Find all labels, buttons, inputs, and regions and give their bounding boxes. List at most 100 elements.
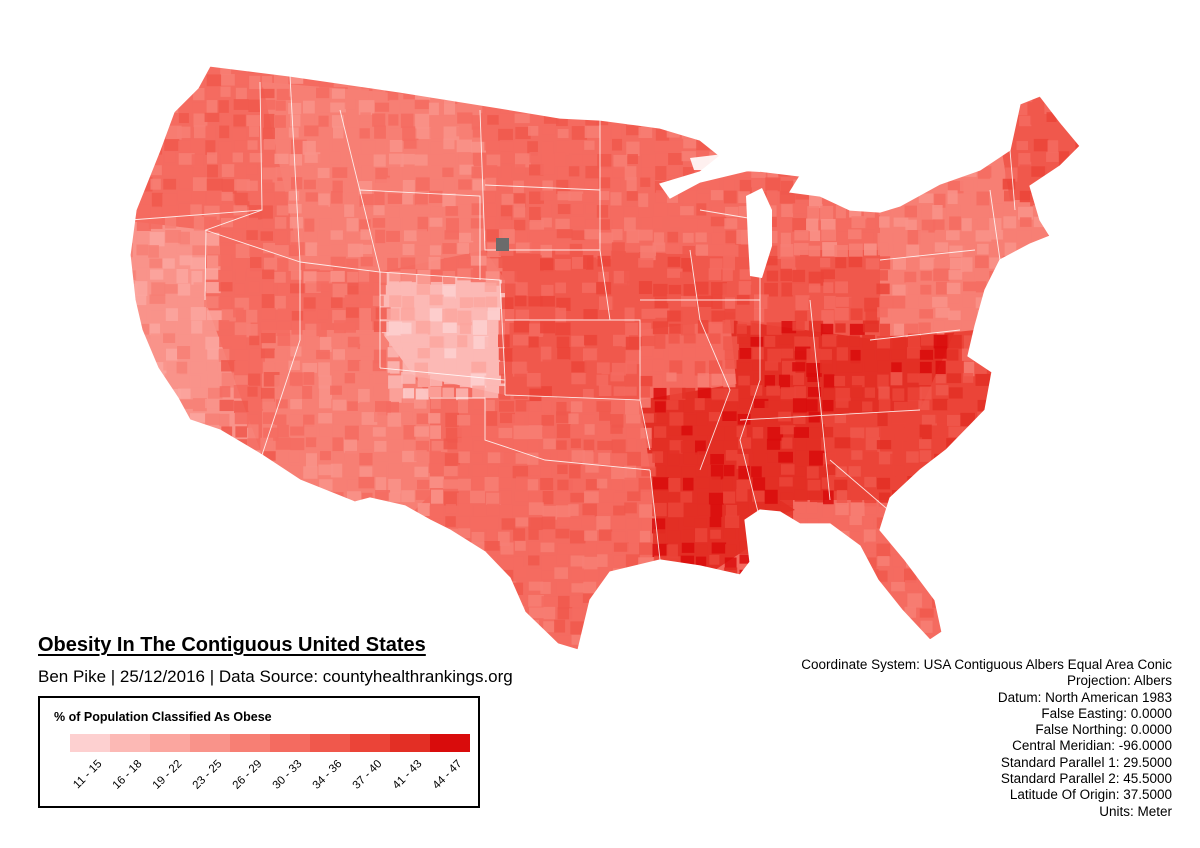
county-cell bbox=[865, 541, 879, 553]
county-cell bbox=[444, 453, 461, 466]
county-cell bbox=[932, 635, 945, 650]
county-cell bbox=[277, 333, 291, 346]
county-cell bbox=[977, 217, 990, 229]
county-cell bbox=[697, 492, 711, 504]
county-cell bbox=[697, 477, 712, 489]
county-cell bbox=[319, 127, 333, 140]
county-cell bbox=[359, 128, 370, 139]
county-cell bbox=[134, 164, 150, 178]
county-cell bbox=[948, 504, 963, 517]
county-cell bbox=[386, 243, 398, 254]
county-cell bbox=[457, 310, 473, 326]
county-cell bbox=[1088, 360, 1100, 371]
county-cell bbox=[612, 66, 626, 78]
county-cell bbox=[430, 179, 446, 191]
county-cell bbox=[722, 268, 733, 281]
county-cell bbox=[485, 347, 500, 362]
county-cell bbox=[779, 190, 796, 204]
county-cell bbox=[429, 505, 444, 519]
county-cell bbox=[136, 607, 152, 622]
county-cell bbox=[764, 282, 778, 297]
county-cell bbox=[1002, 503, 1018, 518]
county-cell bbox=[556, 179, 571, 194]
county-cell bbox=[302, 100, 315, 114]
county-cell bbox=[415, 113, 430, 129]
county-cell bbox=[540, 244, 553, 258]
county-cell bbox=[1072, 593, 1080, 606]
county-cell bbox=[599, 661, 610, 670]
county-cell bbox=[918, 322, 931, 335]
county-cell bbox=[136, 244, 148, 256]
county-cell bbox=[444, 348, 457, 359]
county-cell bbox=[949, 595, 961, 611]
county-cell bbox=[669, 556, 682, 567]
county-cell bbox=[1088, 337, 1101, 346]
county-cell bbox=[1088, 580, 1102, 594]
county-cell bbox=[624, 502, 637, 514]
county-cell bbox=[176, 66, 193, 74]
county-cell bbox=[361, 437, 373, 450]
county-cell bbox=[722, 478, 733, 491]
county-cell bbox=[724, 557, 737, 570]
county-cell bbox=[557, 607, 573, 620]
county-cell bbox=[541, 555, 558, 571]
county-cell bbox=[625, 414, 641, 424]
county-cell bbox=[935, 139, 949, 150]
county-cell bbox=[752, 439, 768, 454]
county-cell bbox=[1016, 73, 1029, 87]
county-cell bbox=[905, 308, 919, 321]
county-cell bbox=[500, 452, 511, 464]
county-cell bbox=[835, 427, 847, 441]
county-cell bbox=[1058, 542, 1073, 557]
county-cell bbox=[374, 440, 387, 452]
county-cell bbox=[974, 529, 986, 543]
county-cell bbox=[599, 619, 615, 631]
county-cell bbox=[428, 413, 441, 424]
county-cell bbox=[1090, 531, 1102, 542]
county-cell bbox=[430, 270, 442, 285]
county-cell bbox=[974, 127, 986, 140]
county-cell bbox=[653, 387, 667, 400]
county-cell bbox=[234, 140, 250, 152]
county-cell bbox=[235, 504, 250, 520]
county-cell bbox=[402, 167, 418, 181]
county-cell bbox=[568, 114, 580, 128]
county-cell bbox=[641, 647, 654, 650]
county-cell bbox=[977, 166, 992, 180]
county-cell bbox=[667, 450, 680, 466]
county-cell bbox=[401, 372, 416, 384]
county-cell bbox=[695, 465, 708, 477]
county-cell bbox=[148, 413, 163, 428]
county-cell bbox=[274, 230, 288, 245]
county-cell bbox=[1059, 178, 1071, 189]
county-cell bbox=[303, 372, 315, 385]
county-cell bbox=[148, 245, 159, 258]
county-cell bbox=[472, 476, 487, 490]
county-cell bbox=[260, 387, 275, 402]
county-cell bbox=[262, 167, 278, 183]
county-cell bbox=[190, 413, 206, 423]
county-cell bbox=[400, 113, 414, 128]
county-cell bbox=[641, 606, 656, 618]
county-cell bbox=[290, 283, 305, 294]
county-cell bbox=[597, 66, 612, 76]
county-cell bbox=[540, 66, 553, 70]
county-cell bbox=[528, 502, 544, 515]
county-cell bbox=[877, 270, 888, 281]
county-cell bbox=[484, 165, 498, 178]
county-cell bbox=[457, 594, 474, 606]
county-cell bbox=[276, 205, 289, 216]
county-cell bbox=[387, 257, 399, 271]
county-cell bbox=[1045, 66, 1060, 77]
county-cell bbox=[1047, 87, 1059, 100]
county-cell bbox=[218, 296, 232, 312]
county-cell bbox=[442, 73, 454, 86]
county-cell bbox=[207, 515, 222, 529]
county-cell bbox=[962, 141, 975, 155]
county-cell bbox=[149, 232, 165, 247]
county-cell bbox=[344, 466, 357, 477]
county-cell bbox=[625, 360, 637, 376]
county-cell bbox=[919, 555, 931, 569]
county-cell bbox=[149, 74, 163, 88]
county-cell bbox=[753, 294, 769, 309]
